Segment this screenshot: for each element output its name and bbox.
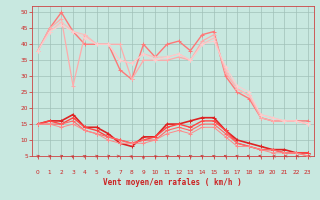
X-axis label: Vent moyen/en rafales ( km/h ): Vent moyen/en rafales ( km/h )	[103, 178, 242, 187]
